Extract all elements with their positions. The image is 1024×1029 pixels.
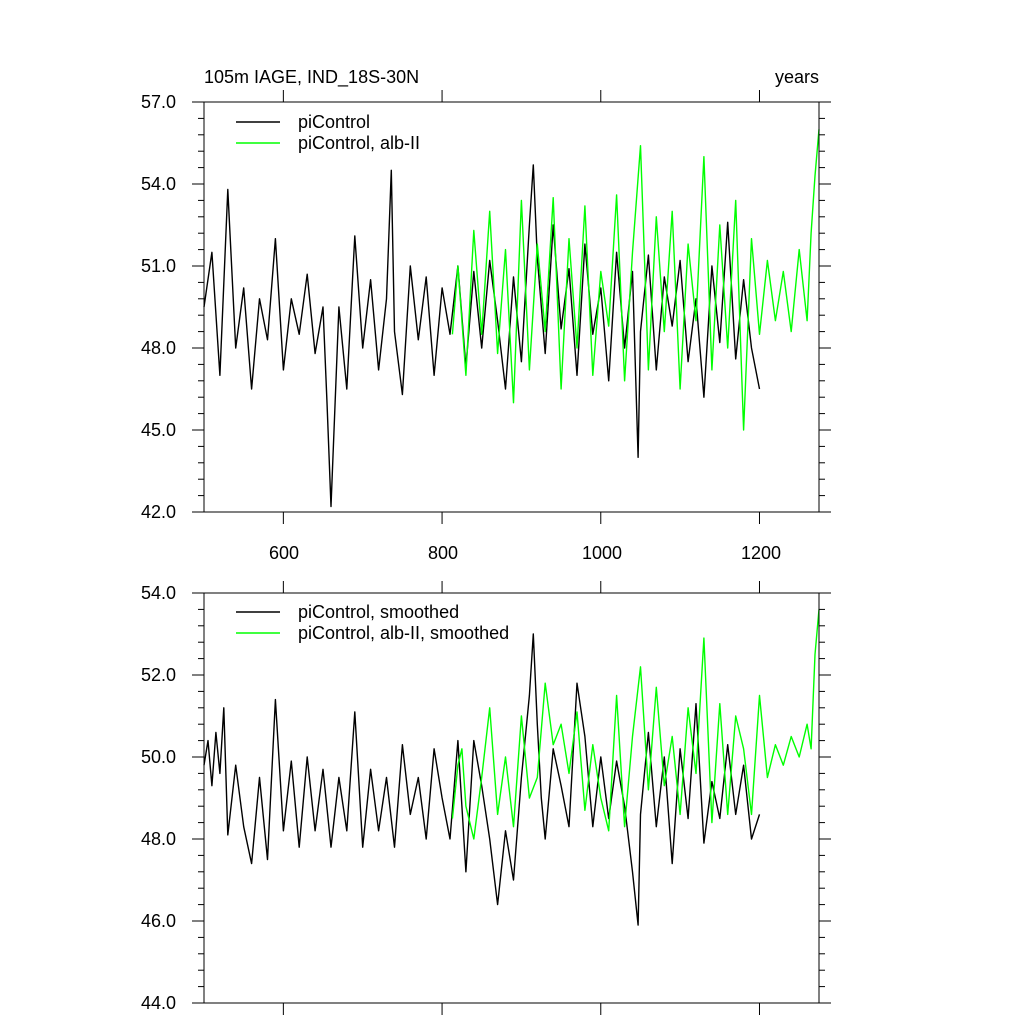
bottom-panel-y-tick-labels: 54.0 52.0 50.0 48.0 46.0 44.0 <box>141 583 176 1013</box>
series-line-picontrol-smoothed <box>203 633 761 926</box>
bottom-panel-frame <box>203 592 820 1004</box>
series-line-picontrol-alb-ii <box>451 129 820 431</box>
top-panel-x-tick-labels: 600 800 1000 1200 <box>269 543 781 563</box>
top-y-tick-label: 57.0 <box>141 92 176 112</box>
top-y-tick-label: 51.0 <box>141 256 176 276</box>
top-x-tick-label: 1000 <box>582 543 622 563</box>
bottom-y-tick-label: 52.0 <box>141 665 176 685</box>
top-y-tick-label: 54.0 <box>141 174 176 194</box>
top-panel-ticks <box>192 90 831 524</box>
bottom-panel: 54.0 52.0 50.0 48.0 46.0 44.0 piControl,… <box>141 581 831 1015</box>
top-panel-left-title: 105m IAGE, IND_18S-30N <box>204 67 419 88</box>
top-panel-lines <box>203 129 820 508</box>
top-x-tick-label: 1200 <box>741 543 781 563</box>
bottom-y-tick-label: 46.0 <box>141 911 176 931</box>
top-panel-y-tick-labels: 57.0 54.0 51.0 48.0 45.0 42.0 <box>141 92 176 522</box>
bottom-y-tick-label: 54.0 <box>141 583 176 603</box>
top-panel-frame <box>203 101 820 513</box>
top-panel: 105m IAGE, IND_18S-30N years 57.0 54.0 5… <box>141 67 831 563</box>
top-panel-right-title: years <box>775 67 819 87</box>
bottom-y-tick-label: 44.0 <box>141 993 176 1013</box>
bottom-panel-legend: piControl, smoothed piControl, alb-II, s… <box>236 602 509 643</box>
top-y-tick-label: 45.0 <box>141 420 176 440</box>
bottom-y-tick-label: 48.0 <box>141 829 176 849</box>
top-x-tick-label: 800 <box>428 543 458 563</box>
top-panel-legend: piControl piControl, alb-II <box>236 112 420 153</box>
bottom-y-tick-label: 50.0 <box>141 747 176 767</box>
top-x-tick-label: 600 <box>269 543 299 563</box>
series-line-picontrol-alb-ii-smoothed <box>451 609 820 840</box>
top-y-tick-label: 48.0 <box>141 338 176 358</box>
legend-label-picontrol: piControl <box>298 112 370 132</box>
top-y-tick-label: 42.0 <box>141 502 176 522</box>
legend-label-picontrol-alb-ii-smoothed: piControl, alb-II, smoothed <box>298 623 509 643</box>
legend-label-picontrol-smoothed: piControl, smoothed <box>298 602 459 622</box>
legend-label-picontrol-alb-ii: piControl, alb-II <box>298 133 420 153</box>
bottom-panel-lines <box>203 609 820 926</box>
series-line-picontrol <box>203 164 761 508</box>
bottom-panel-ticks <box>192 581 831 1015</box>
